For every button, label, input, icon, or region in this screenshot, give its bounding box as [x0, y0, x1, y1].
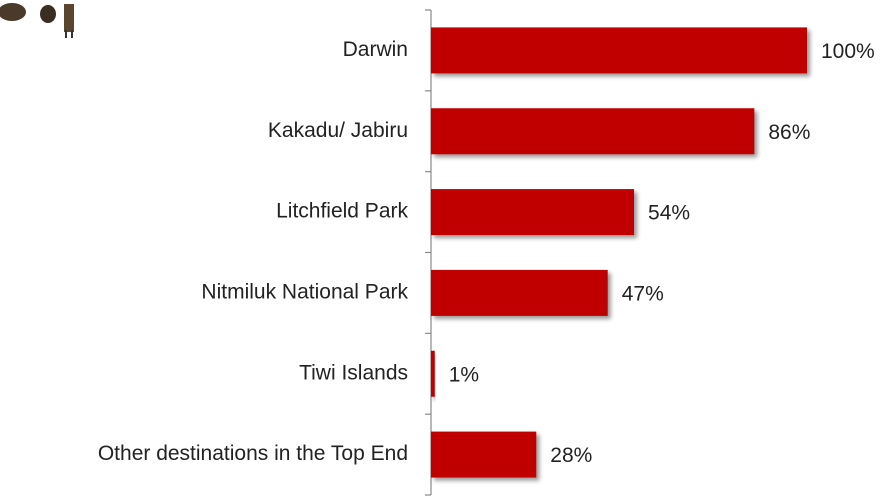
value-label: 47% — [622, 282, 664, 305]
category-label: Kakadu/ Jabiru — [268, 119, 408, 142]
category-label: Other destinations in the Top End — [98, 442, 408, 465]
bar — [431, 27, 807, 74]
bar — [431, 431, 537, 478]
category-label: Nitmiluk National Park — [201, 280, 408, 303]
value-label: 1% — [449, 363, 479, 386]
bar — [431, 189, 635, 236]
bar — [431, 269, 608, 316]
value-label: 86% — [768, 121, 810, 144]
value-label: 54% — [648, 202, 690, 225]
category-label: Darwin — [343, 38, 408, 61]
value-label: 100% — [821, 40, 875, 63]
value-label: 28% — [550, 444, 592, 467]
bar — [431, 108, 755, 155]
category-label: Tiwi Islands — [299, 361, 408, 384]
category-label: Litchfield Park — [276, 200, 408, 223]
bar — [431, 350, 435, 397]
decorative-icon — [0, 3, 74, 38]
